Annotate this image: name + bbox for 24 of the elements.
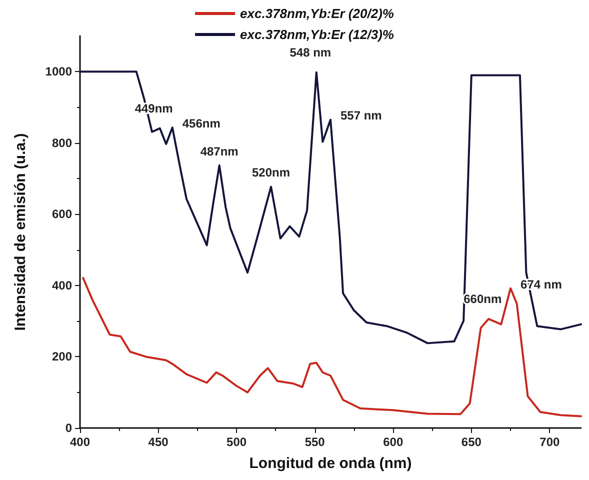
legend-label: exc.378nm,Yb:Er (12/3)% — [240, 27, 394, 42]
annotation: 557 nm — [340, 108, 382, 123]
line-series — [79, 70, 582, 344]
y-tick-label: 800 — [52, 136, 72, 150]
x-tick-label: 700 — [540, 435, 560, 449]
annotation: 520nm — [252, 166, 290, 180]
x-tick-label: 600 — [383, 435, 404, 449]
annotation: 548 nm — [290, 45, 332, 60]
x-tick-label: 400 — [70, 435, 90, 449]
y-axis-title: Intensidad de emisión (u.a.) — [12, 133, 29, 331]
y-tick-label: 1000 — [45, 64, 72, 79]
x-tick-label: 450 — [148, 435, 169, 449]
x-tick-label: 550 — [304, 435, 326, 449]
y-tick-label: 200 — [52, 350, 72, 364]
x-axis-title: Longitud de onda (nm) — [249, 455, 412, 472]
y-tick-label: 0 — [65, 421, 72, 435]
annotation: 456nm — [182, 116, 220, 131]
x-tick-label: 650 — [461, 435, 482, 449]
legend-label: exc.378nm,Yb:Er (20/2)% — [240, 6, 394, 21]
y-tick-label: 400 — [52, 278, 72, 292]
x-tick-label: 500 — [226, 435, 247, 449]
y-tick-label: 600 — [52, 207, 72, 222]
line-series — [82, 276, 582, 418]
annotation: 487nm — [200, 144, 238, 158]
